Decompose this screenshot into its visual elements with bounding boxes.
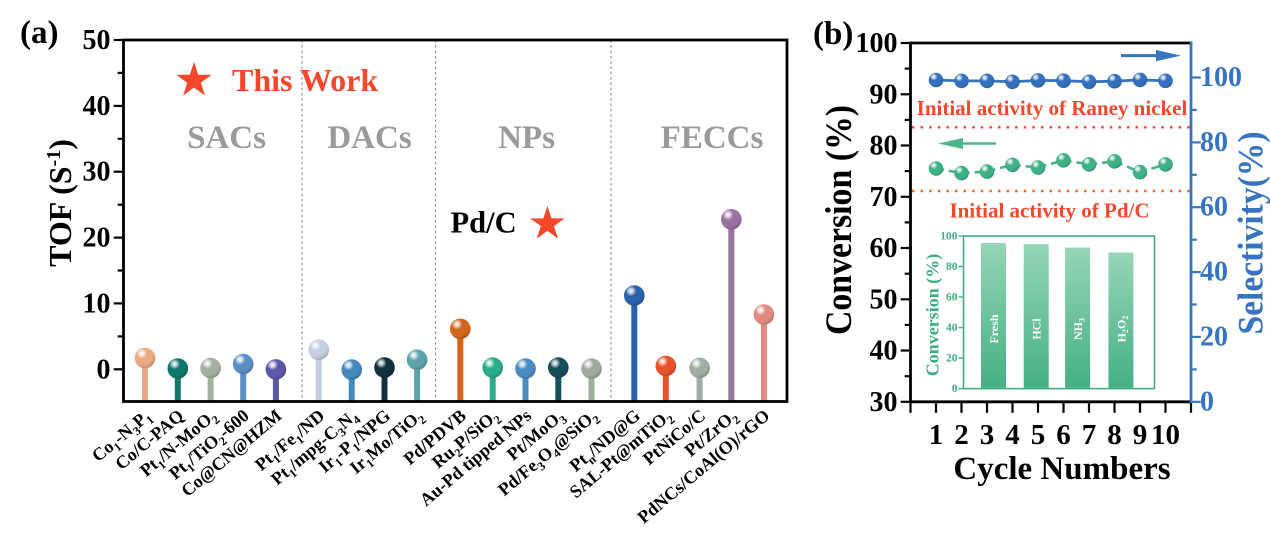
svg-text:60: 60 <box>946 292 958 304</box>
svg-text:FECCs: FECCs <box>661 120 764 156</box>
svg-text:HCl: HCl <box>1030 318 1044 340</box>
svg-text:6: 6 <box>1056 419 1071 451</box>
svg-text:100: 100 <box>1200 62 1242 93</box>
svg-text:Pd/C: Pd/C <box>451 206 517 240</box>
svg-text:(a): (a) <box>20 15 58 51</box>
svg-text:50: 50 <box>870 284 898 315</box>
svg-text:3: 3 <box>980 419 995 451</box>
svg-text:Conversion (%): Conversion (%) <box>923 254 944 377</box>
svg-text:50: 50 <box>83 25 111 56</box>
svg-text:60: 60 <box>1200 192 1228 223</box>
svg-text:NPs: NPs <box>498 120 555 156</box>
svg-text:10: 10 <box>83 288 111 319</box>
svg-text:H2O2: H2O2 <box>1114 316 1130 343</box>
svg-text:80: 80 <box>946 261 958 273</box>
svg-text:7: 7 <box>1082 419 1097 451</box>
svg-text:70: 70 <box>870 182 898 213</box>
svg-text:5: 5 <box>1031 419 1046 451</box>
svg-text:(b): (b) <box>813 16 853 52</box>
svg-text:DACs: DACs <box>327 120 411 156</box>
svg-text:80: 80 <box>870 131 898 162</box>
svg-text:4: 4 <box>1005 419 1020 451</box>
svg-text:Initial activity of Raney nick: Initial activity of Raney nickel <box>917 96 1188 120</box>
svg-text:0: 0 <box>1200 386 1214 417</box>
svg-text:Fresh: Fresh <box>987 314 1001 343</box>
svg-text:60: 60 <box>870 233 898 264</box>
svg-text:40: 40 <box>870 336 898 367</box>
svg-text:100: 100 <box>940 231 958 243</box>
svg-text:20: 20 <box>946 353 958 365</box>
svg-text:SACs: SACs <box>187 120 266 156</box>
svg-text:8: 8 <box>1107 419 1122 451</box>
svg-text:10: 10 <box>1151 419 1180 451</box>
svg-text:Cycle Numbers: Cycle Numbers <box>953 451 1170 487</box>
svg-text:Initial activity of Pd/C: Initial activity of Pd/C <box>949 199 1149 223</box>
svg-text:30: 30 <box>870 387 898 418</box>
svg-text:0: 0 <box>97 354 111 385</box>
svg-text:40: 40 <box>83 91 111 122</box>
svg-text:Selectivity(%): Selectivity(%) <box>1231 132 1270 335</box>
svg-text:30: 30 <box>83 157 111 188</box>
svg-text:1: 1 <box>929 419 944 451</box>
svg-text:90: 90 <box>870 79 898 110</box>
svg-text:2: 2 <box>954 419 969 451</box>
svg-text:80: 80 <box>1200 127 1228 158</box>
svg-text:20: 20 <box>83 223 111 254</box>
svg-text:40: 40 <box>1200 257 1228 288</box>
svg-text:40: 40 <box>946 322 958 334</box>
svg-text:Conversion (%): Conversion (%) <box>818 105 859 335</box>
svg-text:100: 100 <box>856 28 898 59</box>
svg-text:20: 20 <box>1200 321 1228 352</box>
svg-text:0: 0 <box>952 383 958 395</box>
svg-text:This Work: This Work <box>232 62 378 98</box>
svg-text:9: 9 <box>1133 419 1148 451</box>
